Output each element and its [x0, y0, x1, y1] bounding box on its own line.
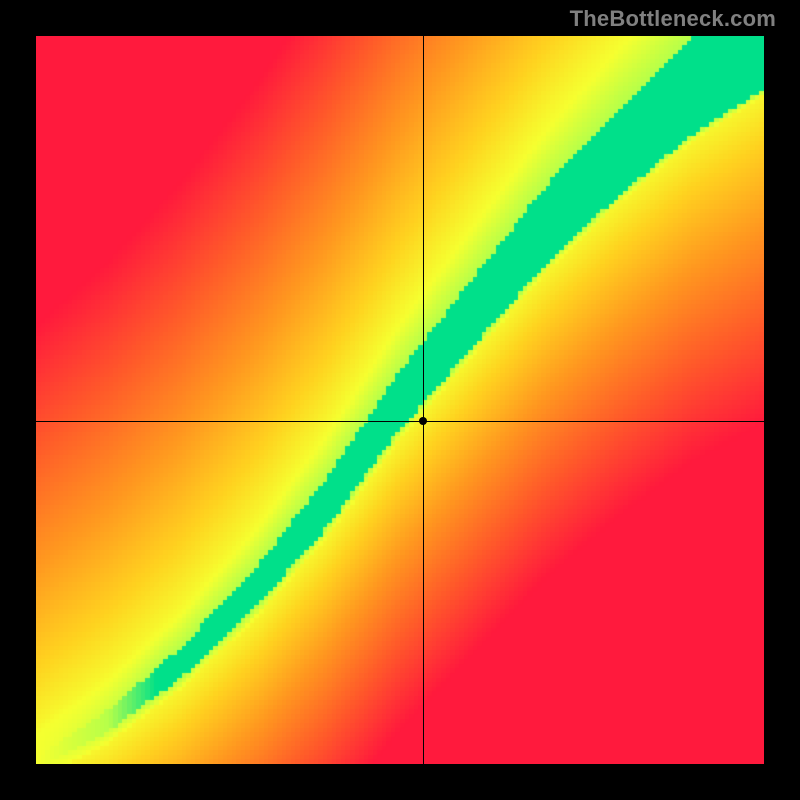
crosshair-horizontal	[36, 421, 764, 422]
attribution-text: TheBottleneck.com	[570, 6, 776, 32]
heatmap-canvas	[36, 36, 764, 764]
crosshair-marker	[419, 417, 427, 425]
crosshair-vertical	[423, 36, 424, 764]
plot-area	[36, 36, 764, 764]
chart-frame: TheBottleneck.com	[0, 0, 800, 800]
